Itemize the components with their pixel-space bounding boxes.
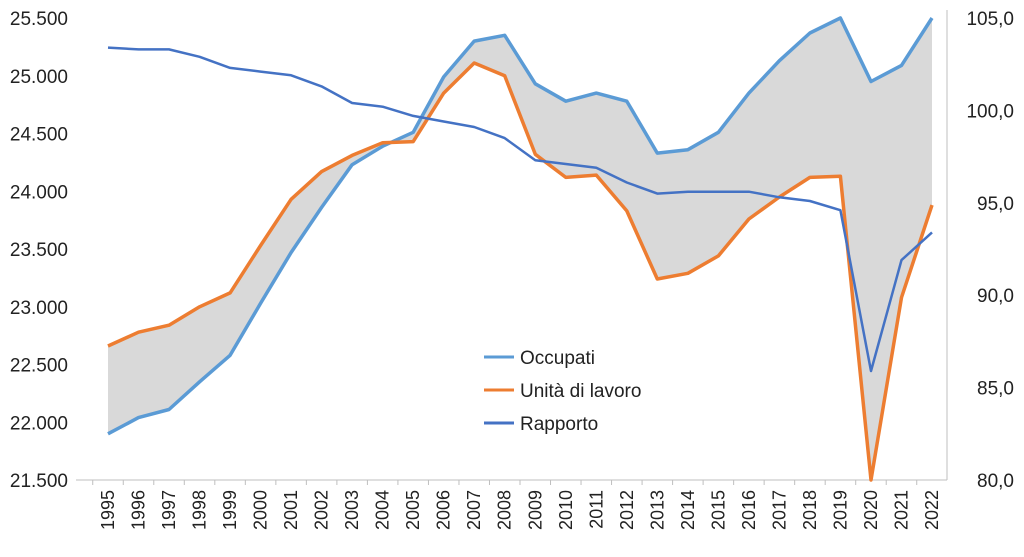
gap-area <box>108 18 932 480</box>
legend: Occupati Unità di lavoro Rapporto <box>484 348 641 435</box>
series-line-rapporto <box>107 46 933 373</box>
x-tick-label: 2007 <box>464 490 484 530</box>
y-left-tick-label: 23.500 <box>10 240 68 261</box>
y-axis-left-labels: 21.500 22.000 22.500 23.000 23.500 24.000 24.5… <box>10 9 68 492</box>
series-line-unita-di-lavoro <box>107 61 934 482</box>
y-right-tick-label: 105,0 <box>966 9 1014 30</box>
x-tick-label: 2011 <box>586 490 606 529</box>
x-tick-label: 1998 <box>190 490 210 530</box>
y-right-tick-label: 100,0 <box>966 101 1014 122</box>
legend-label: Unità di lavoro <box>520 381 641 402</box>
x-tick-label: 2015 <box>708 490 728 530</box>
y-axis-right-labels: 80,0 85,0 90,0 95,0 100,0 105,0 <box>966 9 1014 492</box>
x-tick-label: 2012 <box>617 490 637 530</box>
gap-area-fill <box>108 18 932 480</box>
x-tick-label: 2016 <box>739 490 759 530</box>
x-tick-label: 2022 <box>922 490 942 530</box>
y-left-tick-label: 24.500 <box>10 125 68 146</box>
x-tick-label: 1996 <box>129 490 149 530</box>
y-left-tick-label: 23.000 <box>10 298 68 319</box>
x-axis-labels: 1995 1996 1997 1998 1999 2000 2001 2002 2003 2004… <box>98 490 942 530</box>
x-tick-label: 2020 <box>861 490 881 530</box>
axes <box>76 10 948 485</box>
x-tick-label: 2000 <box>251 490 271 530</box>
x-tick-label: 1997 <box>159 490 179 530</box>
y-right-tick-label: 85,0 <box>977 379 1014 400</box>
y-right-tick-label: 80,0 <box>977 471 1014 492</box>
x-tick-label: 2003 <box>342 490 362 530</box>
x-tick-label: 2005 <box>403 490 423 530</box>
x-tick-label: 2017 <box>769 490 789 530</box>
y-left-tick-label: 22.000 <box>10 413 68 434</box>
legend-label: Rapporto <box>520 414 598 435</box>
y-left-tick-label: 22.500 <box>10 356 68 377</box>
x-tick-label: 2001 <box>281 490 301 530</box>
x-tick-label: 1999 <box>220 490 240 530</box>
x-tick-label: 2006 <box>434 490 454 530</box>
y-right-tick-label: 95,0 <box>977 194 1014 215</box>
x-tick-label: 2008 <box>495 490 515 530</box>
y-left-tick-label: 24.000 <box>10 182 68 203</box>
y-right-tick-label: 90,0 <box>977 286 1014 307</box>
x-tick-label: 2002 <box>312 490 332 530</box>
y-left-tick-label: 25.000 <box>10 67 68 88</box>
x-tick-label: 1995 <box>98 490 118 530</box>
x-tick-label: 2021 <box>891 490 911 530</box>
x-tick-label: 2019 <box>830 490 850 530</box>
x-tick-label: 2004 <box>373 490 393 530</box>
series-line-occupati <box>107 16 934 436</box>
x-tick-label: 2018 <box>800 490 820 530</box>
y-left-tick-label: 21.500 <box>10 471 68 492</box>
x-tick-label: 2010 <box>556 490 576 530</box>
x-tick-label: 2009 <box>525 490 545 530</box>
legend-label: Occupati <box>520 348 595 369</box>
x-tick-label: 2014 <box>678 490 698 530</box>
y-left-tick-label: 25.500 <box>10 9 68 30</box>
x-tick-label: 2013 <box>647 490 667 530</box>
series-lines <box>107 16 934 482</box>
